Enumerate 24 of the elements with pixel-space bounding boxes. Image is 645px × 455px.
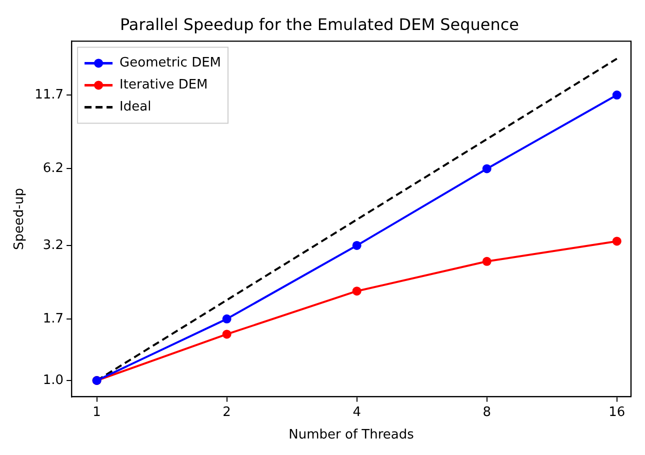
x-tick-label: 1 [92,404,101,420]
y-tick-label: 3.2 [42,238,64,253]
legend-label: Ideal [120,100,152,115]
point [222,314,232,324]
point [612,90,622,100]
x-tick-label: 16 [608,404,626,420]
chart-title: Parallel Speedup for the Emulated DEM Sequence [120,14,520,34]
point [482,164,492,174]
point [222,330,232,339]
x-axis-title: Number of Threads [288,428,414,443]
legend-label: Geometric DEM [120,56,222,71]
point [482,256,492,266]
point [352,286,362,296]
x-tick-label: 4 [352,404,361,420]
point [612,236,622,246]
legend-label: Iterative DEM [120,78,208,93]
y-axis-title: Speed-up [12,188,28,250]
y-tick-label: 1.7 [42,311,64,326]
x-tick-label: 8 [482,404,492,420]
x-tick-label: 2 [222,404,231,420]
y-tick-label: 11.7 [34,87,64,102]
y-tick-label: 1.0 [42,372,64,388]
y-tick-label: 6.2 [42,161,64,176]
point [352,240,362,250]
